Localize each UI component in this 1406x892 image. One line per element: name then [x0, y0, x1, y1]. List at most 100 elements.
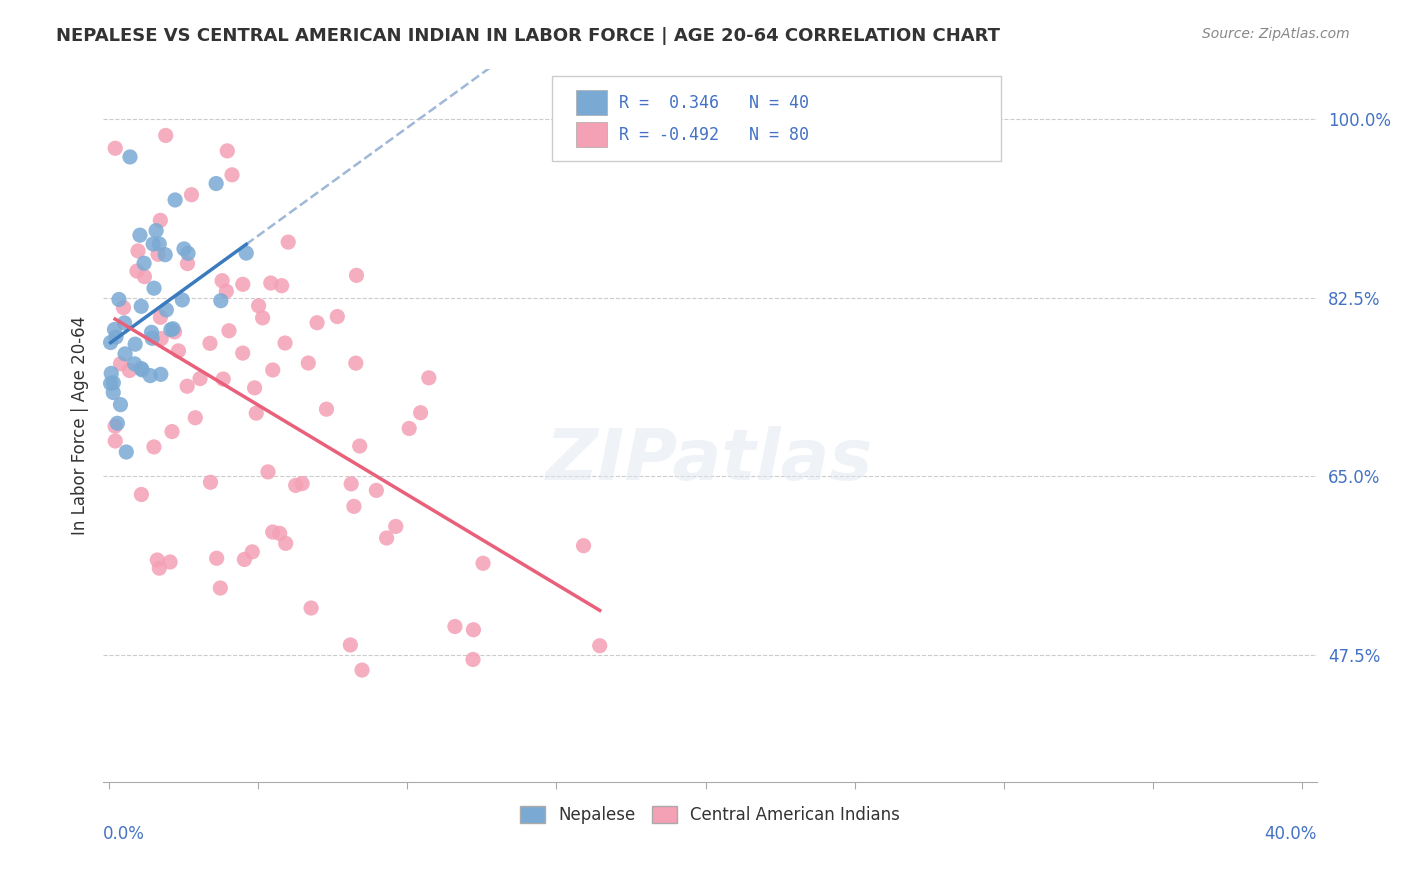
Point — [209, 293, 232, 308]
Point — [142, 236, 165, 251]
Point — [141, 331, 163, 345]
Point — [463, 623, 485, 637]
Point — [409, 406, 432, 420]
Point — [297, 356, 319, 370]
Text: Source: ZipAtlas.com: Source: ZipAtlas.com — [1202, 27, 1350, 41]
Point — [172, 293, 194, 307]
Point — [104, 419, 127, 434]
Point — [217, 144, 239, 158]
Point — [104, 141, 127, 155]
Point — [274, 536, 297, 550]
Point — [188, 371, 211, 385]
Point — [160, 323, 183, 337]
Point — [127, 244, 149, 258]
Point — [270, 278, 292, 293]
Point — [269, 526, 291, 541]
Point — [118, 363, 141, 377]
Point — [131, 363, 153, 377]
Point — [110, 357, 132, 371]
Point — [149, 368, 172, 382]
Point — [398, 421, 420, 435]
Point — [142, 440, 165, 454]
Point — [139, 368, 162, 383]
Point — [167, 343, 190, 358]
Point — [205, 177, 228, 191]
Point — [173, 242, 195, 256]
Point — [100, 367, 122, 381]
Point — [180, 187, 202, 202]
Point — [343, 500, 366, 514]
Point — [339, 638, 361, 652]
Point — [252, 310, 274, 325]
Point — [146, 247, 169, 261]
Point — [572, 539, 595, 553]
Point — [232, 277, 254, 292]
Point — [150, 332, 173, 346]
Point — [218, 324, 240, 338]
Point — [375, 531, 398, 545]
Point — [129, 228, 152, 243]
Point — [176, 379, 198, 393]
Point — [165, 193, 187, 207]
Point — [221, 168, 243, 182]
FancyBboxPatch shape — [576, 122, 607, 147]
Point — [200, 475, 222, 490]
Point — [115, 445, 138, 459]
Point — [103, 376, 125, 390]
Point — [104, 330, 127, 344]
Point — [444, 619, 467, 633]
Point — [340, 476, 363, 491]
Point — [110, 398, 132, 412]
Legend: Nepalese, Central American Indians: Nepalese, Central American Indians — [513, 799, 907, 830]
Point — [262, 363, 284, 377]
Point — [129, 299, 152, 313]
Point — [129, 361, 152, 376]
Point — [461, 652, 484, 666]
Point — [284, 478, 307, 492]
Point — [384, 519, 406, 533]
Point — [198, 336, 221, 351]
Point — [118, 150, 141, 164]
Point — [344, 356, 367, 370]
Point — [212, 372, 235, 386]
Point — [108, 293, 131, 307]
Point — [114, 347, 136, 361]
Point — [177, 246, 200, 260]
Text: NEPALESE VS CENTRAL AMERICAN INDIAN IN LABOR FORCE | AGE 20-64 CORRELATION CHART: NEPALESE VS CENTRAL AMERICAN INDIAN IN L… — [56, 27, 1000, 45]
Point — [274, 336, 297, 351]
Point — [155, 302, 177, 317]
Point — [277, 235, 299, 249]
Point — [349, 439, 371, 453]
FancyBboxPatch shape — [576, 90, 607, 115]
Point — [245, 406, 267, 420]
Point — [307, 316, 329, 330]
Point — [114, 316, 136, 330]
Point — [184, 410, 207, 425]
Point — [162, 322, 184, 336]
Point — [235, 246, 257, 260]
Point — [243, 381, 266, 395]
Point — [148, 237, 170, 252]
Point — [163, 325, 186, 339]
Point — [315, 402, 337, 417]
Point — [148, 561, 170, 575]
Point — [326, 310, 349, 324]
Point — [153, 248, 176, 262]
Point — [112, 301, 135, 315]
Point — [145, 224, 167, 238]
Text: 0.0%: 0.0% — [103, 825, 145, 843]
Point — [205, 551, 228, 566]
Point — [141, 326, 163, 340]
Point — [149, 310, 172, 325]
Point — [132, 256, 155, 270]
Point — [291, 476, 314, 491]
Point — [350, 663, 373, 677]
Point — [131, 487, 153, 501]
Point — [100, 376, 122, 391]
Point — [260, 276, 283, 290]
Point — [589, 639, 612, 653]
Point — [240, 545, 263, 559]
Text: 40.0%: 40.0% — [1264, 825, 1317, 843]
Point — [124, 337, 146, 351]
Point — [209, 581, 232, 595]
